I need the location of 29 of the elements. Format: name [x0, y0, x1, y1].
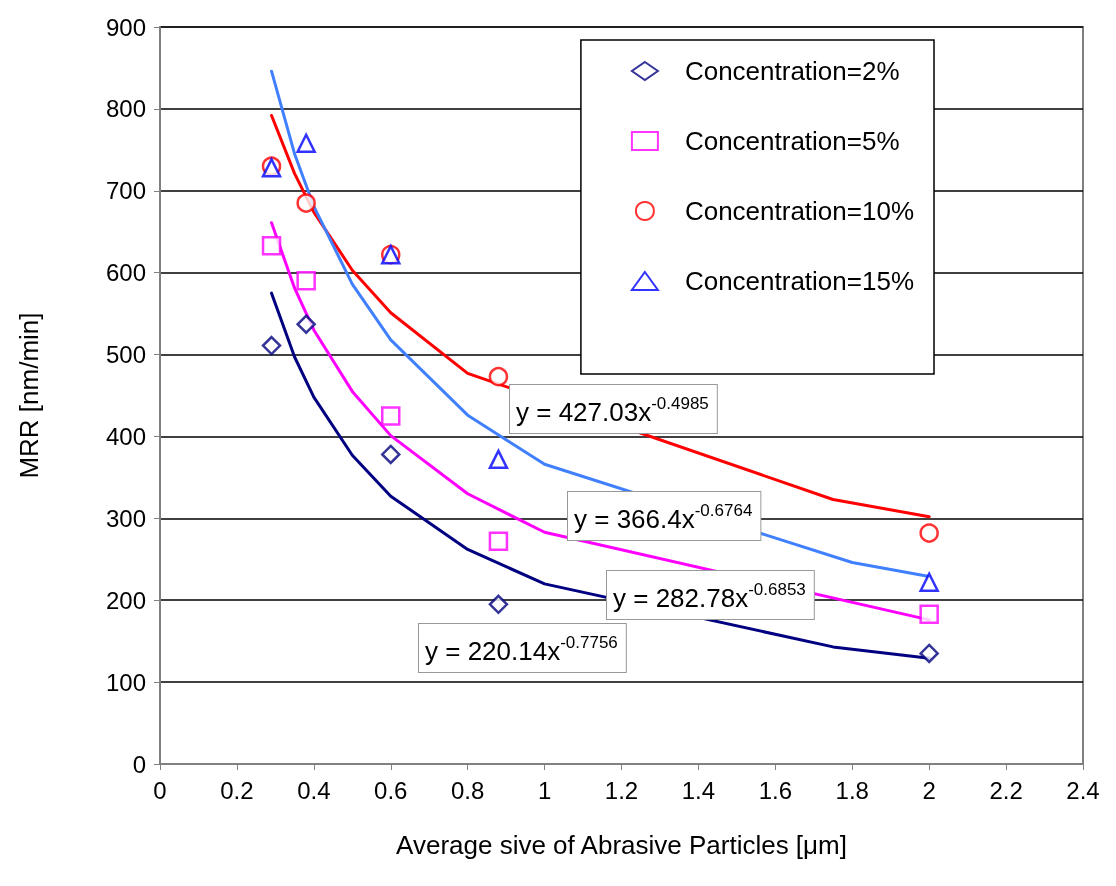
legend-label: Concentration=2%: [684, 56, 900, 86]
y-tick-label: 400: [105, 422, 146, 450]
x-tick-label: 1: [537, 776, 552, 804]
x-tick-label: 2.4: [1066, 776, 1100, 804]
x-tick-label: 1.2: [604, 776, 639, 804]
x-tick-label: 2: [922, 776, 936, 804]
x-tick-label: 2.2: [989, 776, 1023, 804]
y-tick-label: 500: [105, 341, 146, 369]
y-tick-label: 900: [105, 13, 146, 41]
legend-label: Concentration=10%: [684, 196, 915, 226]
x-axis-title: Average sive of Abrasive Particles [μm]: [396, 830, 847, 860]
x-tick-label: 0.4: [297, 776, 331, 804]
x-tick-label: 0: [153, 776, 167, 804]
y-axis-title: MRR [nm/min]: [14, 312, 44, 479]
y-tick-label: 300: [105, 504, 146, 532]
x-tick-label: 0.8: [450, 776, 485, 804]
y-tick-label: 600: [105, 259, 146, 287]
legend-label: Concentration=15%: [684, 266, 915, 296]
y-tick-label: 0: [132, 750, 146, 778]
x-tick-label: 1.6: [758, 776, 793, 804]
legend-label: Concentration=5%: [684, 126, 900, 156]
x-tick-label: 0.2: [220, 776, 254, 804]
y-tick-label: 700: [105, 177, 146, 205]
y-tick-label: 200: [105, 586, 146, 614]
x-tick-label: 0.6: [374, 776, 408, 804]
x-tick-label: 1.8: [835, 776, 869, 804]
y-tick-label: 800: [105, 95, 146, 123]
x-tick-label: 1.4: [681, 776, 716, 804]
y-tick-label: 100: [105, 668, 146, 696]
